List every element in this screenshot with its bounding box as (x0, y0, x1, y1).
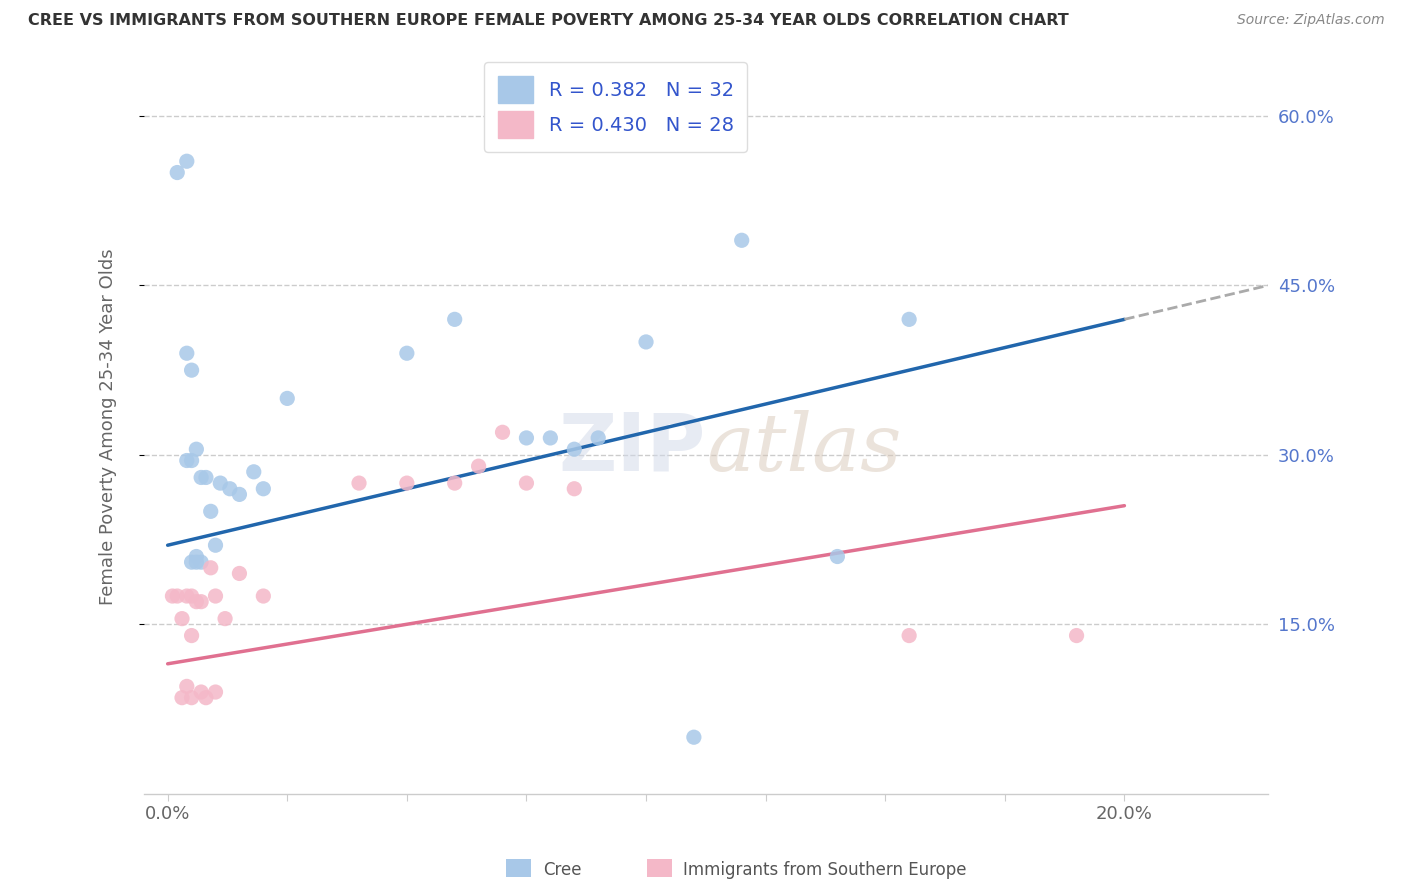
Point (538, 431, 561, 445)
Point (204, 589, 226, 603)
Point (228, 487, 250, 501)
Point (731, 233, 754, 247)
Point (190, 470, 212, 484)
Point (467, 459, 489, 474)
Point (209, 476, 232, 491)
Point (898, 312, 921, 326)
Point (395, 476, 418, 491)
Point (186, 442, 208, 457)
Point (176, 679, 198, 693)
Point (634, 334, 657, 349)
Point (176, 346, 198, 360)
Point (180, 363, 202, 377)
Point (190, 555, 212, 569)
Text: Immigrants from Southern Europe: Immigrants from Southern Europe (683, 861, 967, 879)
Point (200, 561, 222, 575)
Point (395, 346, 418, 360)
Point (200, 504, 222, 518)
Point (190, 685, 212, 699)
Point (194, 470, 217, 484)
Point (562, 482, 585, 496)
Point (515, 431, 537, 445)
Point (276, 392, 298, 406)
Point (180, 453, 202, 467)
Point (204, 685, 226, 699)
Point (176, 154, 198, 169)
Point (586, 431, 609, 445)
Point (252, 589, 274, 603)
Point (186, 555, 208, 569)
Point (166, 589, 188, 603)
Point (180, 589, 202, 603)
Point (204, 538, 226, 552)
Point (180, 555, 202, 569)
Point (242, 465, 264, 479)
Point (218, 482, 240, 496)
Point (252, 482, 274, 496)
Text: ZIP: ZIP (558, 409, 706, 488)
Y-axis label: Female Poverty Among 25-34 Year Olds: Female Poverty Among 25-34 Year Olds (100, 248, 117, 605)
Point (186, 549, 208, 564)
Point (180, 690, 202, 705)
Point (166, 165, 188, 179)
Point (562, 442, 585, 457)
Point (228, 566, 250, 581)
Point (491, 425, 513, 440)
Point (190, 595, 212, 609)
Text: Source: ZipAtlas.com: Source: ZipAtlas.com (1237, 13, 1385, 28)
Text: atlas: atlas (706, 410, 901, 487)
Point (214, 612, 236, 626)
Point (180, 629, 202, 643)
Point (443, 476, 465, 491)
Point (515, 476, 537, 491)
Point (170, 612, 193, 626)
Point (347, 476, 370, 491)
Point (827, 549, 849, 564)
Legend: R = 0.382   N = 32, R = 0.430   N = 28: R = 0.382 N = 32, R = 0.430 N = 28 (485, 62, 748, 152)
Point (176, 589, 198, 603)
Point (170, 690, 193, 705)
Text: CREE VS IMMIGRANTS FROM SOUTHERN EUROPE FEMALE POVERTY AMONG 25-34 YEAR OLDS COR: CREE VS IMMIGRANTS FROM SOUTHERN EUROPE … (28, 13, 1069, 29)
Point (443, 312, 465, 326)
Point (186, 595, 208, 609)
Point (162, 589, 184, 603)
Point (194, 690, 217, 705)
Point (898, 629, 921, 643)
Point (683, 730, 706, 744)
Point (1066, 629, 1088, 643)
Text: Cree: Cree (543, 861, 581, 879)
Point (176, 453, 198, 467)
